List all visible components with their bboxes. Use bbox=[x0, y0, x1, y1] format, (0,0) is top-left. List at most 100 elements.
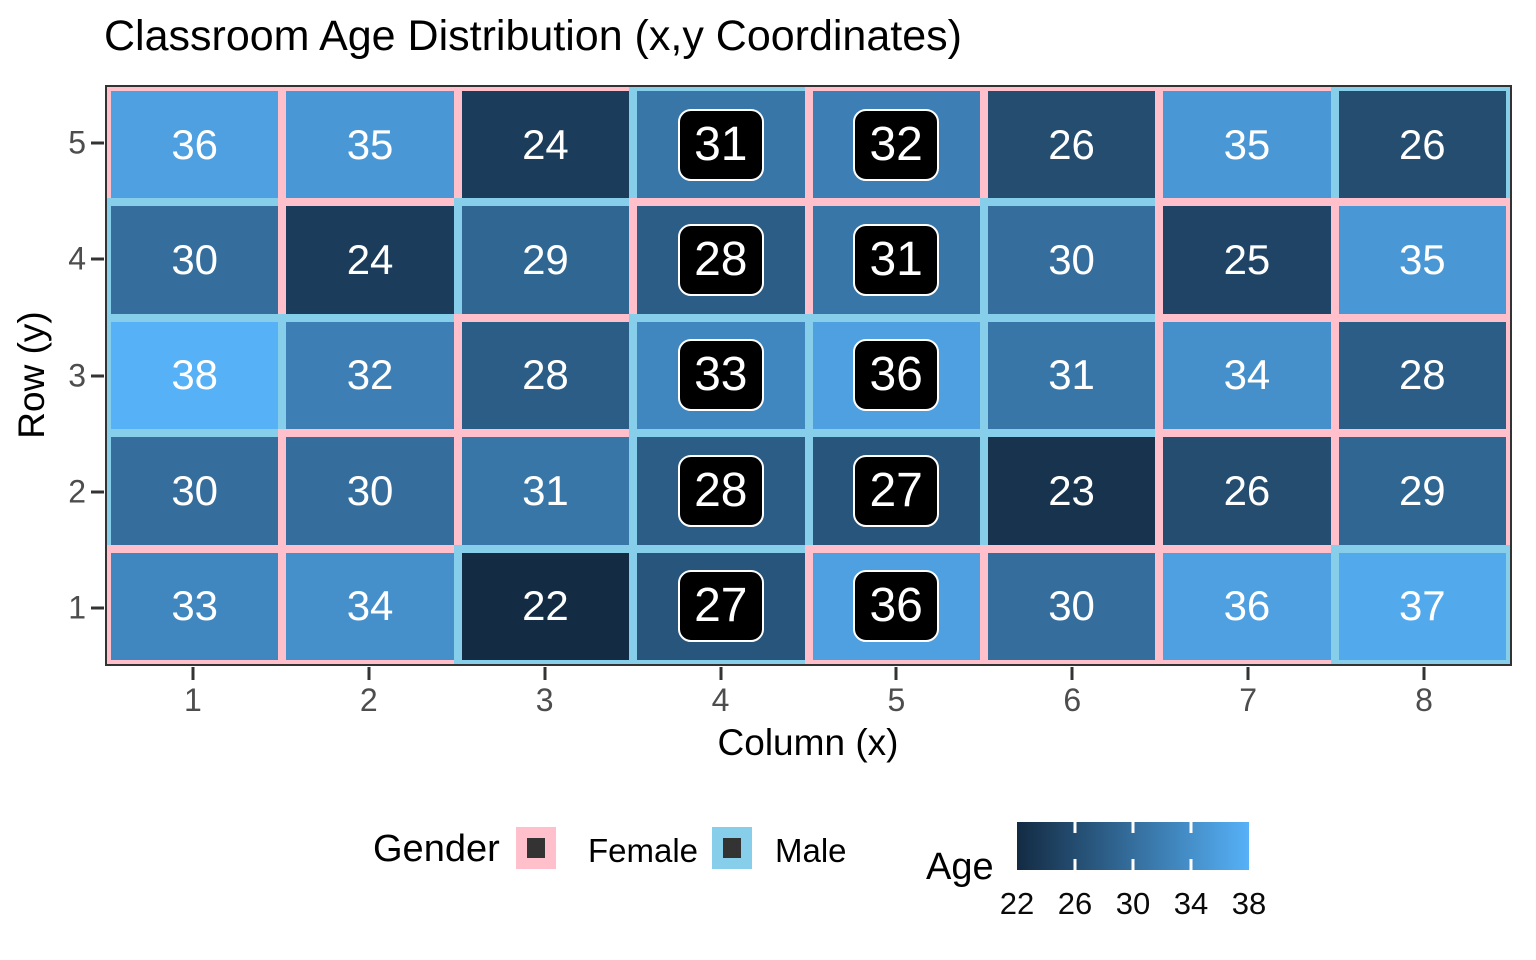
y-tick-label: 3 bbox=[68, 357, 86, 393]
age-value: 36 bbox=[171, 120, 219, 168]
colorbar-tick-mark bbox=[1131, 859, 1135, 870]
colorbar-tick-label: 26 bbox=[1057, 886, 1093, 921]
x-axis-title: Column (x) bbox=[717, 722, 899, 763]
x-tick-mark bbox=[191, 667, 195, 680]
seat-tile-x1-y3: 38 bbox=[107, 317, 283, 434]
seat-tile-x2-y5: 35 bbox=[282, 87, 458, 203]
age-value: 24 bbox=[522, 120, 569, 168]
age-value: 25 bbox=[1223, 236, 1271, 284]
age-value: 28 bbox=[1398, 351, 1446, 399]
seat-tile-x7-y4: 25 bbox=[1159, 202, 1335, 318]
age-value: 28 bbox=[522, 351, 569, 399]
x-tick-label: 5 bbox=[887, 682, 906, 718]
age-value-highlighted: 27 bbox=[678, 570, 764, 643]
gender-legend-title: Gender bbox=[373, 828, 500, 870]
x-tick-label: 4 bbox=[711, 682, 730, 718]
colorbar-tick-label: 38 bbox=[1231, 886, 1267, 921]
y-tick-mark bbox=[91, 257, 104, 261]
seat-tile-x4-y2: 28 bbox=[633, 433, 809, 549]
male-legend-label: Male bbox=[775, 832, 847, 869]
x-tick-label: 3 bbox=[535, 682, 554, 718]
age-value: 26 bbox=[1398, 120, 1446, 168]
seat-tile-x4-y4: 28 bbox=[633, 202, 809, 318]
seat-tile-x5-y2: 27 bbox=[808, 433, 984, 549]
age-value: 26 bbox=[1223, 466, 1271, 514]
age-legend-title: Age bbox=[926, 846, 994, 888]
x-tick-label: 7 bbox=[1239, 682, 1258, 718]
seat-tile-x8-y4: 35 bbox=[1334, 202, 1510, 318]
seat-tile-x2-y1: 34 bbox=[282, 548, 458, 664]
seat-tile-x7-y2: 26 bbox=[1159, 433, 1335, 549]
colorbar-tick-mark bbox=[1131, 822, 1135, 833]
colorbar-tick-label: 30 bbox=[1115, 886, 1151, 921]
seat-tile-x6-y3: 31 bbox=[983, 317, 1160, 434]
x-tick-mark bbox=[543, 667, 547, 680]
y-tick-label: 1 bbox=[68, 589, 86, 626]
heatmap-panel: 36 35 24 31 32 26 35 26 30 24 29 28 31 30 25 35 38 32 28 33… bbox=[105, 85, 1512, 666]
age-value: 29 bbox=[522, 236, 569, 284]
age-value: 24 bbox=[346, 236, 394, 284]
female-legend-label: Female bbox=[588, 832, 699, 869]
age-value: 34 bbox=[346, 582, 394, 630]
seat-tile-x7-y3: 34 bbox=[1159, 317, 1335, 434]
x-tick-mark bbox=[1422, 667, 1426, 680]
seat-tile-x2-y3: 32 bbox=[282, 317, 458, 434]
y-tick-mark bbox=[91, 606, 104, 610]
age-colorbar bbox=[1017, 822, 1249, 870]
seat-tile-x4-y3: 33 bbox=[633, 317, 809, 434]
age-value: 22 bbox=[522, 582, 569, 630]
seat-tile-x5-y4: 31 bbox=[808, 202, 984, 318]
age-value: 36 bbox=[1223, 582, 1271, 630]
seat-tile-x3-y3: 28 bbox=[457, 317, 634, 434]
age-value: 29 bbox=[1398, 466, 1446, 514]
age-value: 35 bbox=[346, 120, 394, 168]
age-value: 35 bbox=[1223, 120, 1271, 168]
y-tick-mark bbox=[91, 374, 104, 377]
age-value-highlighted: 31 bbox=[853, 224, 939, 297]
age-value-highlighted: 36 bbox=[853, 339, 939, 412]
female-legend-key bbox=[516, 827, 556, 869]
x-tick-mark bbox=[367, 667, 371, 680]
age-value-highlighted: 31 bbox=[678, 108, 764, 181]
colorbar-tick-mark bbox=[1073, 859, 1077, 870]
seat-tile-x6-y1: 30 bbox=[983, 548, 1160, 664]
age-value: 37 bbox=[1398, 582, 1446, 630]
age-value-highlighted: 27 bbox=[853, 454, 939, 527]
colorbar-tick-label: 22 bbox=[999, 886, 1035, 921]
seat-tile-x3-y2: 31 bbox=[457, 433, 634, 549]
age-value-highlighted: 28 bbox=[678, 224, 764, 297]
colorbar-tick-mark bbox=[1189, 822, 1193, 833]
x-tick-label: 1 bbox=[184, 682, 202, 718]
age-value: 31 bbox=[522, 466, 569, 514]
seat-tile-x7-y1: 36 bbox=[1159, 548, 1335, 664]
seat-tile-x2-y4: 24 bbox=[282, 202, 458, 318]
seat-tile-x5-y1: 36 bbox=[808, 548, 984, 664]
x-tick-label: 8 bbox=[1415, 682, 1433, 718]
age-value-highlighted: 33 bbox=[678, 339, 764, 412]
seat-tile-x8-y1: 37 bbox=[1334, 548, 1510, 664]
male-key-swatch-icon bbox=[723, 838, 741, 858]
seat-tile-x5-y5: 32 bbox=[808, 87, 984, 203]
seat-tile-x8-y2: 29 bbox=[1334, 433, 1510, 549]
age-value: 30 bbox=[1048, 582, 1095, 630]
seat-tile-x1-y5: 36 bbox=[107, 87, 283, 203]
y-tick-label: 4 bbox=[68, 240, 86, 277]
y-tick-label: 2 bbox=[68, 473, 86, 510]
seat-tile-x1-y4: 30 bbox=[107, 202, 283, 318]
age-value: 30 bbox=[1048, 236, 1095, 284]
x-tick-mark bbox=[1246, 667, 1250, 680]
x-tick-label: 6 bbox=[1063, 682, 1082, 718]
colorbar-tick-label: 34 bbox=[1173, 886, 1209, 921]
y-tick-label: 5 bbox=[68, 124, 86, 161]
seat-tile-x3-y5: 24 bbox=[457, 87, 634, 203]
x-tick-mark bbox=[894, 667, 898, 680]
age-value: 38 bbox=[171, 351, 219, 399]
colorbar-tick-mark bbox=[1073, 822, 1077, 833]
seat-tile-x6-y2: 23 bbox=[983, 433, 1160, 549]
age-value: 35 bbox=[1398, 236, 1446, 284]
seat-tile-x5-y3: 36 bbox=[808, 317, 984, 434]
age-value: 31 bbox=[1048, 351, 1095, 399]
seat-tile-x7-y5: 35 bbox=[1159, 87, 1335, 203]
seat-tile-x1-y2: 30 bbox=[107, 433, 283, 549]
male-legend-key bbox=[712, 827, 752, 869]
